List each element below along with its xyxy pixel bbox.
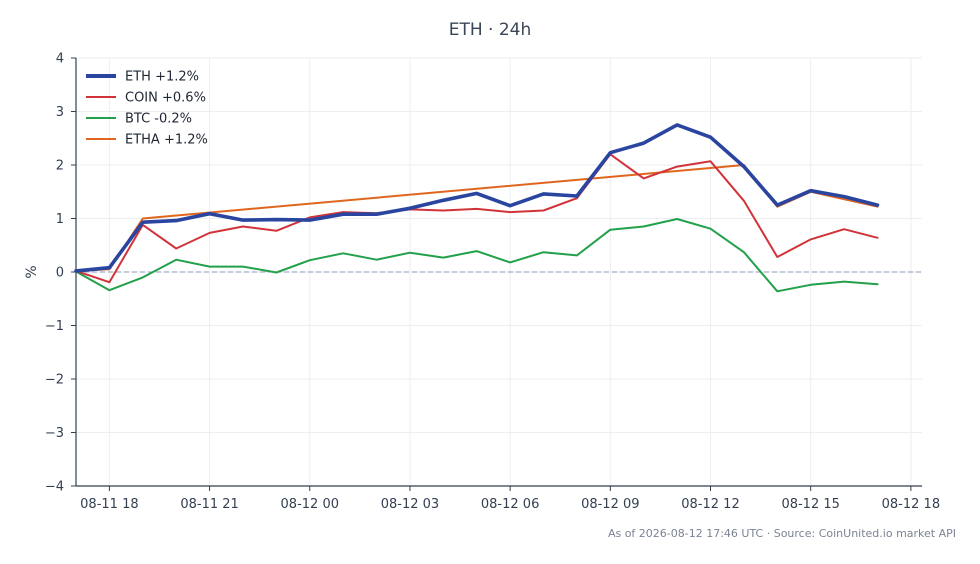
legend-label-btc: BTC -0.2% bbox=[125, 112, 192, 127]
x-tick-label: 08-12 09 bbox=[581, 497, 639, 512]
y-tick-label: 3 bbox=[56, 105, 64, 120]
y-axis-label: % bbox=[24, 265, 40, 278]
x-tick-label: 08-12 12 bbox=[681, 497, 739, 512]
y-tick-label: −2 bbox=[45, 373, 64, 388]
x-tick-label: 08-12 06 bbox=[481, 497, 539, 512]
y-tick-label: 4 bbox=[56, 52, 64, 67]
y-tick-label: 1 bbox=[56, 212, 64, 227]
legend-label-coin: COIN +0.6% bbox=[125, 91, 206, 106]
y-tick-label: −1 bbox=[45, 319, 64, 334]
y-tick-label: 0 bbox=[56, 266, 64, 281]
x-tick-label: 08-12 03 bbox=[381, 497, 439, 512]
chart-title: ETH · 24h bbox=[448, 20, 532, 40]
x-tick-label: 08-12 15 bbox=[781, 497, 839, 512]
y-tick-label: −3 bbox=[45, 426, 64, 441]
legend-label-etha: ETHA +1.2% bbox=[125, 133, 208, 148]
y-tick-label: −4 bbox=[45, 480, 64, 495]
x-tick-label: 08-12 18 bbox=[882, 497, 940, 512]
x-tick-label: 08-11 18 bbox=[80, 497, 138, 512]
series-line-eth bbox=[74, 123, 880, 273]
source-footnote: As of 2026-08-12 17:46 UTC · Source: Coi… bbox=[607, 527, 956, 540]
x-tick-label: 08-11 21 bbox=[180, 497, 238, 512]
x-tick-label: 08-12 00 bbox=[281, 497, 339, 512]
series-line-btc bbox=[75, 218, 879, 293]
series-line-coin bbox=[75, 153, 879, 284]
y-tick-label: 2 bbox=[56, 159, 64, 174]
legend-label-eth: ETH +1.2% bbox=[125, 70, 199, 85]
